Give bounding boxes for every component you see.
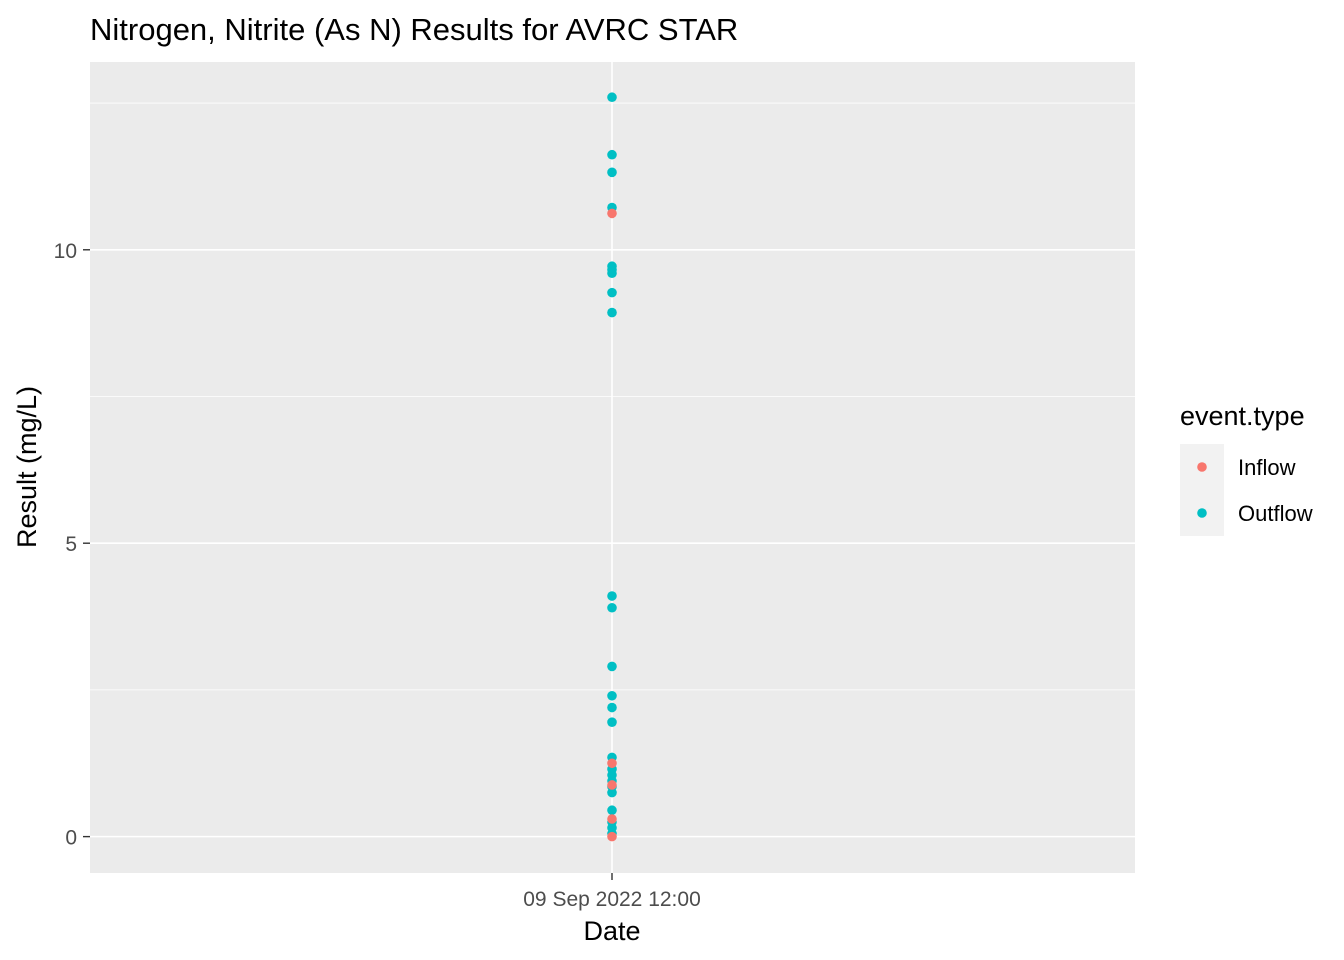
data-point-outflow: [607, 92, 617, 103]
data-points: [607, 92, 617, 842]
y-tick-label: 5: [65, 533, 77, 556]
legend-label-outflow: Outflow: [1238, 501, 1313, 526]
legend-key-inflow: [1197, 462, 1207, 472]
legend-keys: Inflow Outflow: [1180, 444, 1313, 536]
data-point-outflow: [607, 717, 617, 727]
data-point-outflow: [607, 149, 617, 160]
data-point-outflow: [607, 591, 617, 601]
y-axis-label: Result (mg/L): [12, 386, 42, 548]
data-point-outflow: [607, 787, 617, 798]
data-point-inflow: [607, 208, 617, 219]
chart-title: Nitrogen, Nitrite (As N) Results for AVR…: [90, 12, 738, 47]
data-point-outflow: [607, 268, 617, 279]
data-point-outflow: [607, 661, 617, 672]
legend-title: event.type: [1180, 401, 1305, 431]
data-point-outflow: [607, 167, 617, 178]
data-point-inflow: [607, 758, 617, 769]
y-tick-label: 10: [54, 240, 77, 263]
x-axis: 09 Sep 2022 12:00: [523, 873, 701, 911]
data-point-inflow: [607, 831, 617, 842]
data-point-outflow: [607, 307, 617, 318]
x-tick-label: 09 Sep 2022 12:00: [523, 888, 701, 911]
data-point-outflow: [607, 690, 617, 701]
data-point-outflow: [607, 287, 617, 298]
data-point-outflow: [607, 602, 617, 613]
y-axis: 0 5 10: [54, 240, 90, 850]
data-point-outflow: [607, 805, 617, 816]
y-tick-label: 0: [65, 827, 77, 850]
x-axis-label: Date: [583, 916, 640, 946]
legend: event.type Inflow Outflow: [1180, 401, 1313, 536]
data-point-outflow: [607, 702, 617, 713]
data-point-inflow: [607, 814, 617, 824]
legend-label-inflow: Inflow: [1238, 455, 1296, 480]
data-point-inflow: [607, 780, 617, 790]
legend-key-outflow: [1197, 508, 1207, 518]
